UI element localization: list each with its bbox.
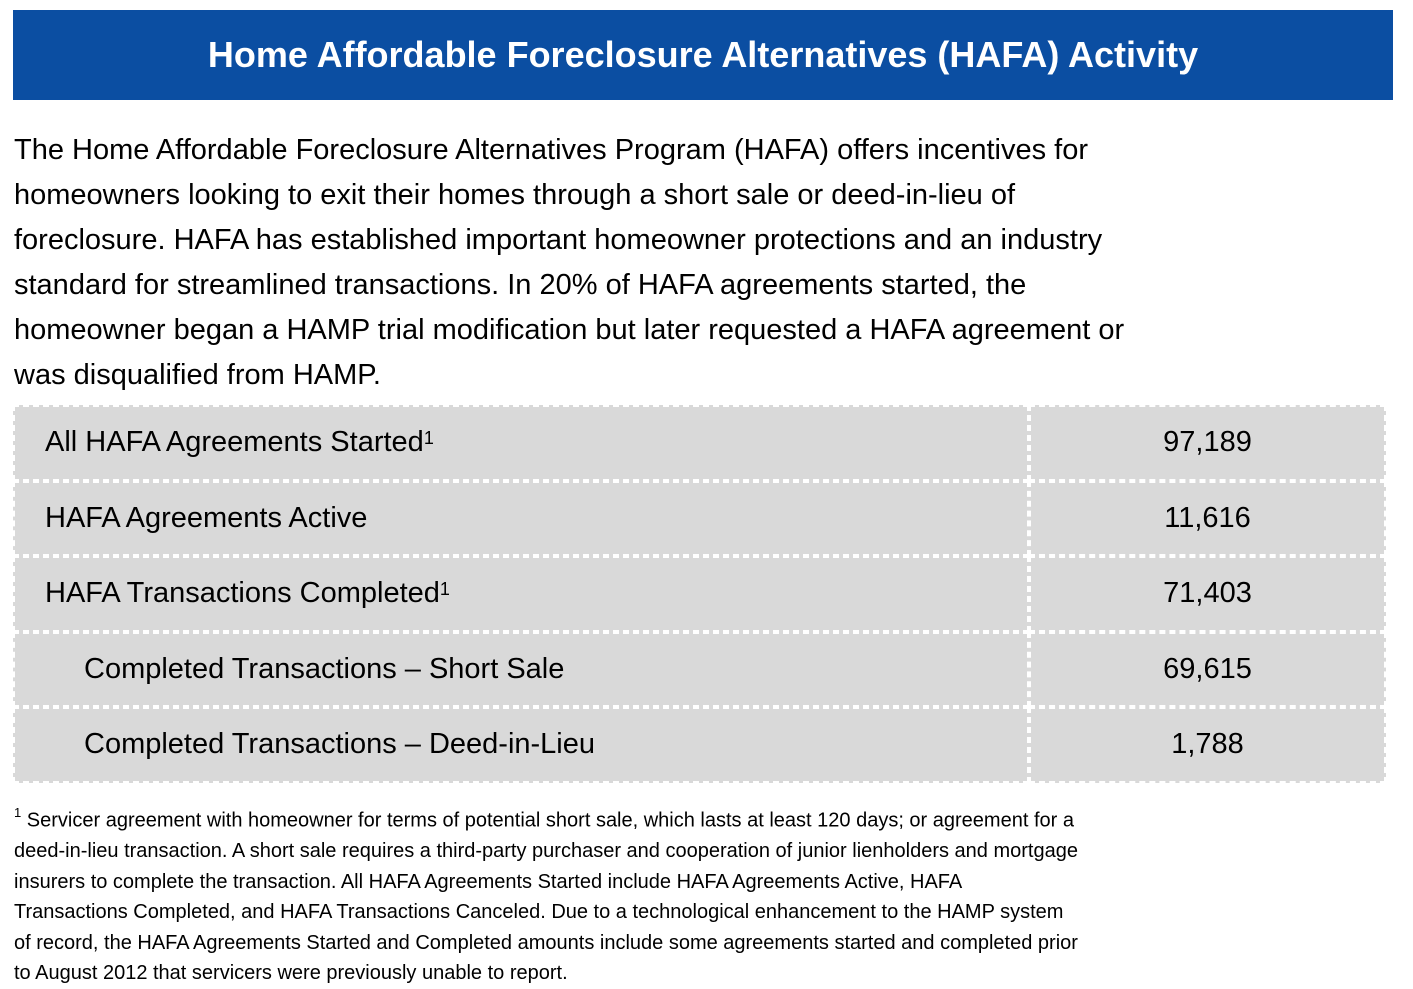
- row-label-cell: Completed Transactions – Deed-in-Lieu: [13, 707, 1029, 783]
- row-label: HAFA Transactions Completed: [45, 577, 440, 610]
- row-label-cell: HAFA Transactions Completed 1: [13, 556, 1029, 632]
- row-value: 69,615: [1163, 652, 1252, 685]
- row-value: 97,189: [1163, 426, 1252, 459]
- table-row: HAFA Agreements Active 11,616: [13, 480, 1386, 556]
- row-value: 1,788: [1171, 728, 1244, 761]
- intro-line: homeowners looking to exit their homes t…: [14, 179, 1016, 211]
- row-label: Completed Transactions – Short Sale: [84, 652, 565, 685]
- row-value: 11,616: [1164, 501, 1251, 534]
- footnote-line: of record, the HAFA Agreements Started a…: [14, 928, 1078, 959]
- row-value: 71,403: [1163, 577, 1252, 610]
- footnote-text: insurers to complete the transaction. Al…: [14, 870, 963, 893]
- footnote-line: insurers to complete the transaction. Al…: [14, 867, 1078, 898]
- footnote-text: Servicer agreement with homeowner for te…: [26, 809, 1074, 832]
- row-label: Completed Transactions – Deed-in-Lieu: [84, 728, 595, 761]
- intro-line: The Home Affordable Foreclosure Alternat…: [14, 134, 1089, 166]
- row-value-cell: 1,788: [1029, 707, 1386, 783]
- table-row: All HAFA Agreements Started 1 97,189: [13, 405, 1386, 481]
- intro-line: standard for streamlined transactions. I…: [14, 269, 1027, 301]
- footnote-line: Transactions Completed, and HAFA Transac…: [14, 897, 1078, 928]
- table: All HAFA Agreements Started 1 97,189 HAFA A…: [13, 405, 1386, 783]
- footnote-text: of record, the HAFA Agreements Started a…: [14, 931, 1078, 954]
- table-row: Completed Transactions – Deed-in-Lieu 1,7…: [13, 707, 1386, 783]
- row-label-cell: HAFA Agreements Active: [13, 480, 1029, 556]
- table-row: HAFA Transactions Completed 1 71,403: [13, 556, 1386, 632]
- row-label-cell: All HAFA Agreements Started 1: [13, 405, 1029, 481]
- intro-line: foreclosure. HAFA has established import…: [14, 224, 1103, 256]
- row-label: All HAFA Agreements Started: [45, 426, 424, 459]
- title-bar: Home Affordable Foreclosure Alternatives…: [13, 10, 1393, 100]
- footnote-text: deed-in-lieu transaction. A short sale r…: [14, 840, 1078, 863]
- footnote: 1 Servicer agreement with homeowner for …: [14, 800, 1078, 989]
- footnote-text: to August 2012 that servicers were previ…: [14, 962, 568, 985]
- intro-line: was disqualified from HAMP.: [14, 359, 381, 391]
- intro-line: homeowner began a HAMP trial modificatio…: [14, 314, 1125, 346]
- row-label: HAFA Agreements Active: [45, 501, 368, 534]
- footnote-line: deed-in-lieu transaction. A short sale r…: [14, 836, 1078, 867]
- table-row: Completed Transactions – Short Sale 69,61…: [13, 631, 1386, 707]
- footnote-line: 1 Servicer agreement with homeowner for …: [14, 800, 1078, 836]
- row-label-cell: Completed Transactions – Short Sale: [13, 631, 1029, 707]
- row-value-cell: 71,403: [1029, 556, 1386, 632]
- footnote-text: Transactions Completed, and HAFA Transac…: [14, 901, 1064, 924]
- row-value-cell: 69,615: [1029, 631, 1386, 707]
- row-value-cell: 11,616: [1029, 480, 1386, 556]
- row-value-cell: 97,189: [1029, 405, 1386, 481]
- title: Home Affordable Foreclosure Alternatives…: [207, 34, 1199, 75]
- note-marker: 1: [423, 428, 434, 449]
- footnote-marker: 1: [14, 805, 22, 820]
- note-marker: 1: [439, 579, 450, 600]
- footnote-line: to August 2012 that servicers were previ…: [14, 958, 1078, 989]
- intro: The Home Affordable Foreclosure Alternat…: [14, 128, 1124, 398]
